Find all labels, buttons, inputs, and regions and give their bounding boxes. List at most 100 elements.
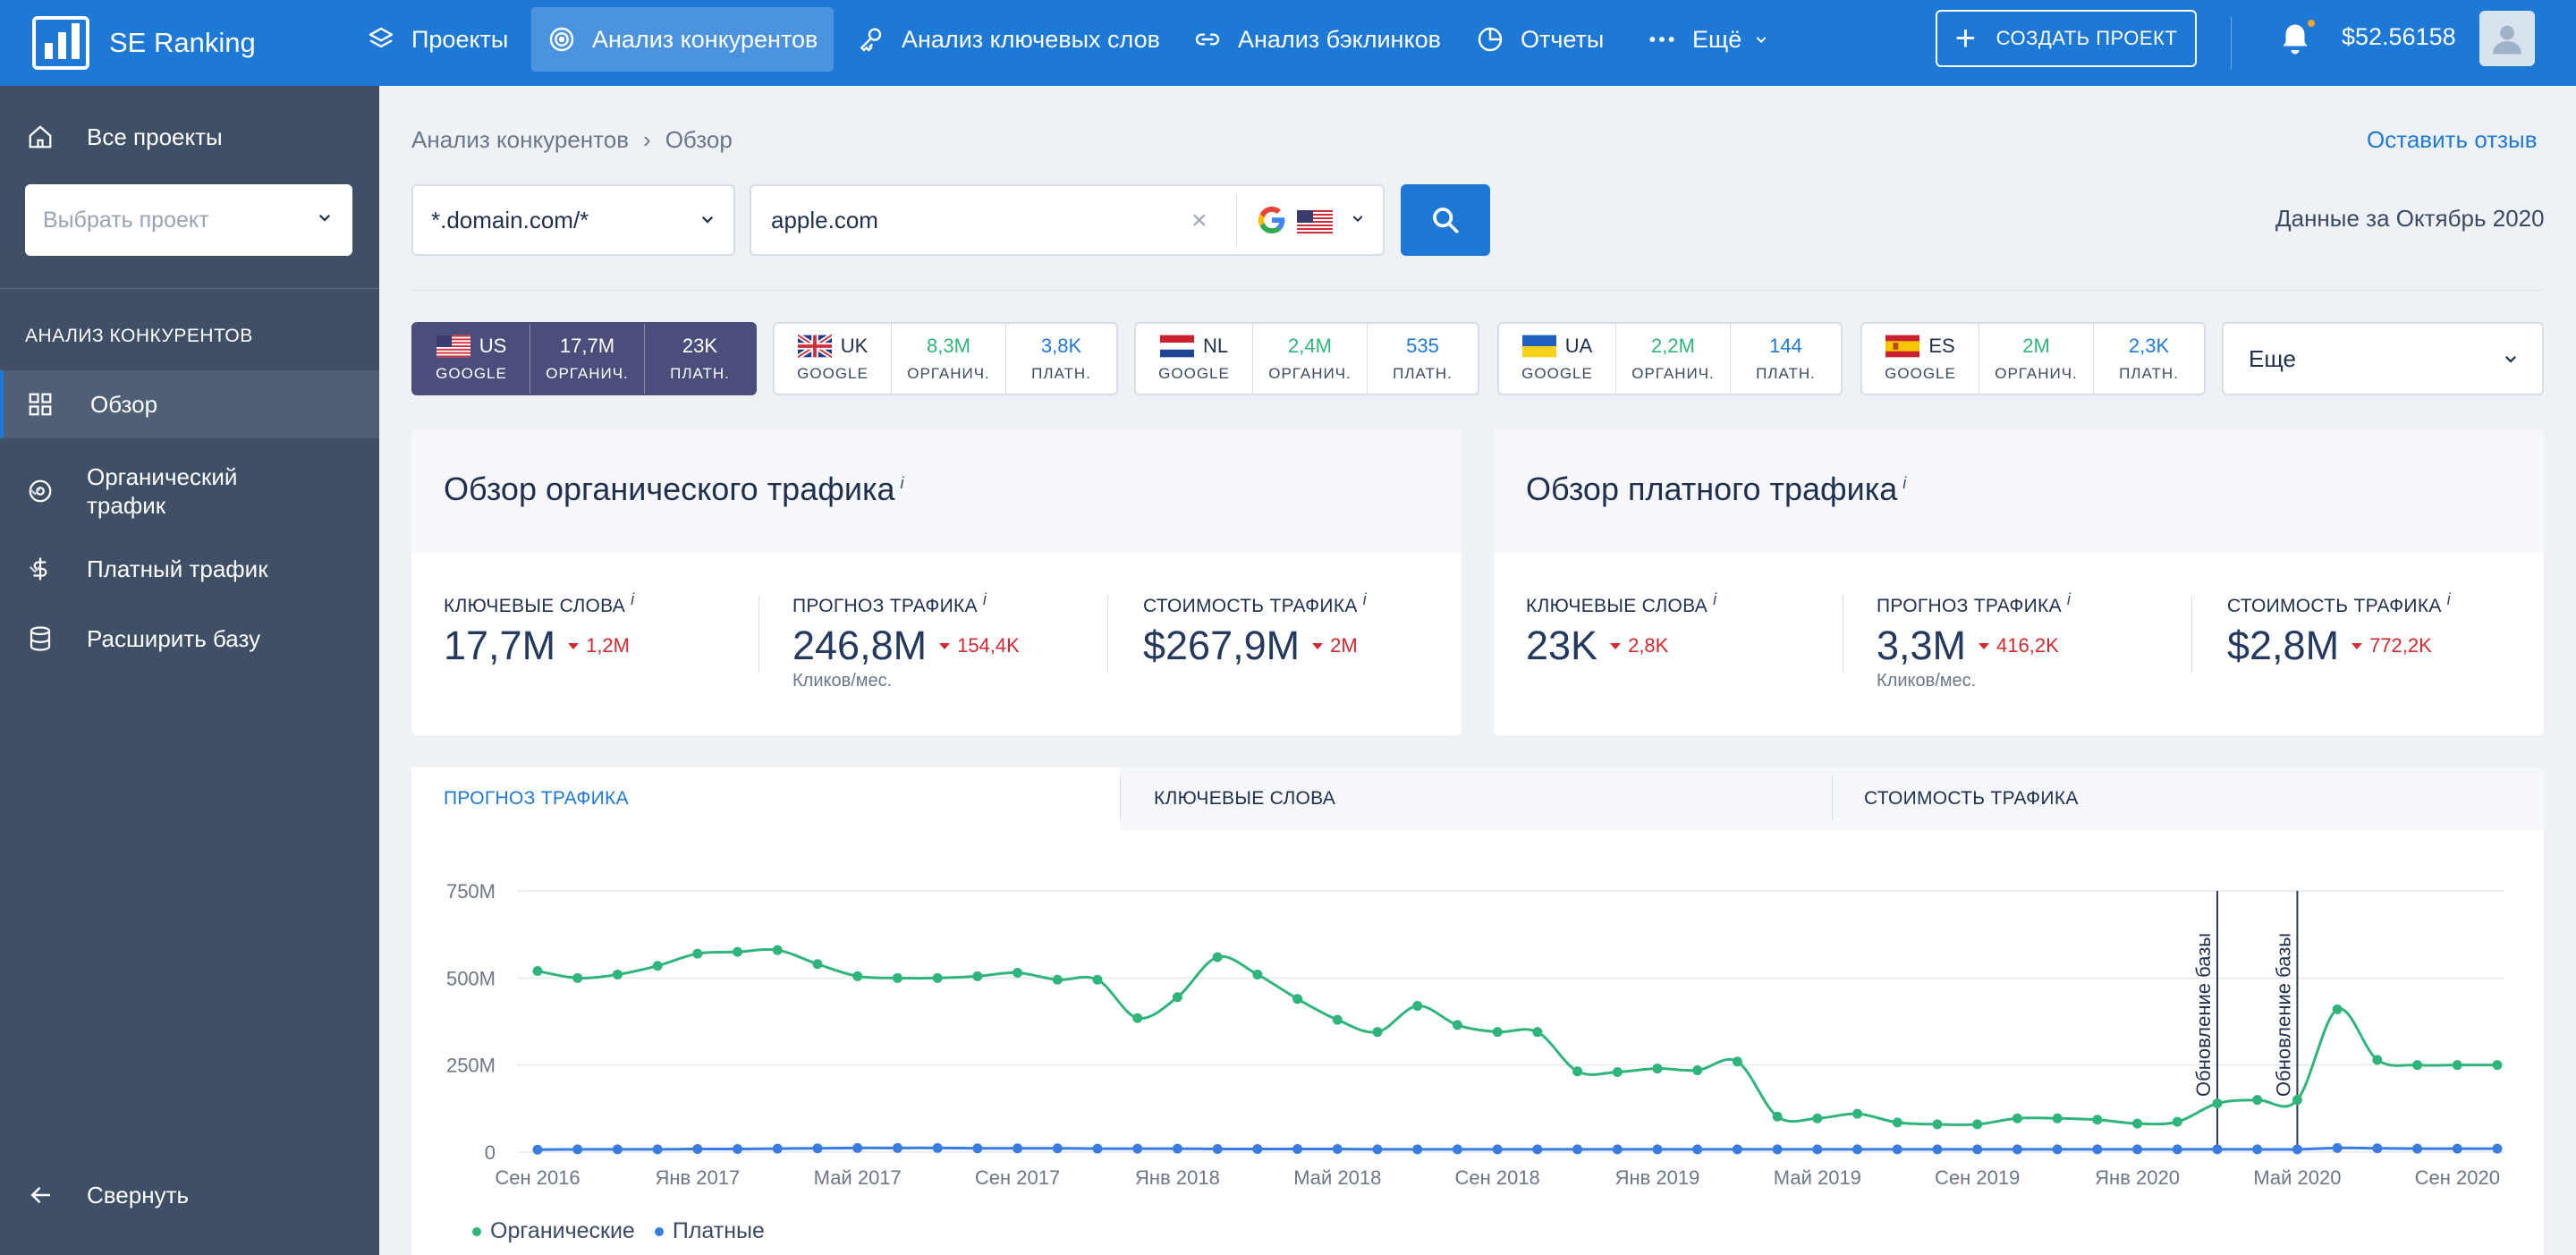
- sidebar-item-all-projects[interactable]: Все проекты: [0, 113, 379, 161]
- domain-search-input[interactable]: apple.com ×: [750, 184, 1385, 256]
- info-icon[interactable]: i: [2446, 590, 2451, 608]
- chevron-down-icon: [1756, 37, 1767, 44]
- organic-data-point: [1052, 974, 1063, 985]
- sidebar-item-label: Все проекты: [87, 123, 223, 150]
- organic-data-point: [1732, 1056, 1742, 1067]
- metric-value: $267,9M 2M: [1143, 623, 1358, 668]
- data-date-label: Данные за Октябрь 2020: [2275, 205, 2545, 232]
- organic-data-point: [772, 945, 783, 955]
- info-icon[interactable]: i: [1902, 474, 1907, 492]
- x-tick-label: Сен 2017: [975, 1166, 1060, 1189]
- organic-data-point: [532, 966, 543, 977]
- nav-label: Анализ бэклинков: [1238, 25, 1441, 53]
- x-tick-label: Сен 2016: [495, 1166, 580, 1189]
- info-icon[interactable]: i: [631, 590, 635, 608]
- country-tab-nl[interactable]: NL GOOGLE 2,4M ОРГАНИЧ. 535 ПЛАТН.: [1134, 322, 1479, 395]
- nav-projects[interactable]: Проекты: [351, 7, 524, 72]
- organic-data-point: [572, 972, 583, 983]
- metric-label: КЛЮЧЕВЫЕ СЛОВА i: [1526, 590, 1717, 616]
- app-logo[interactable]: SE Ranking: [32, 16, 256, 70]
- leave-feedback-link[interactable]: Оставить отзыв: [2367, 126, 2538, 153]
- paid-cell: 2,3K ПЛАТН.: [2093, 324, 2204, 394]
- info-icon[interactable]: i: [982, 590, 987, 608]
- uk-flag-icon: [797, 335, 832, 358]
- paid-data-point: [733, 1143, 743, 1154]
- paid-data-point: [2292, 1144, 2302, 1155]
- us-flag-icon[interactable]: [1297, 210, 1333, 233]
- country-tab-us[interactable]: US GOOGLE 17,7M ОРГАНИЧ. 23K ПЛАТН.: [411, 322, 757, 395]
- paid-data-point: [1692, 1144, 1703, 1155]
- create-project-button[interactable]: + СОЗДАТЬ ПРОЕКТ: [1936, 10, 2197, 67]
- nav-more[interactable]: Ещё: [1631, 7, 1784, 72]
- info-icon[interactable]: i: [900, 474, 904, 492]
- y-tick-label: 250M: [446, 1055, 496, 1077]
- card-title: Обзор органического трафика i: [444, 471, 904, 507]
- breadcrumb: Анализ конкурентов › Обзор: [411, 126, 733, 154]
- more-countries-label: Еще: [2249, 344, 2296, 372]
- nav-competitor-analysis[interactable]: Анализ конкурентов: [531, 7, 835, 72]
- country-tab-ua[interactable]: UA GOOGLE 2,2M ОРГАНИЧ. 144 ПЛАТН.: [1497, 322, 1843, 395]
- organic-data-point: [1332, 1014, 1343, 1025]
- tab-keywords[interactable]: КЛЮЧЕВЫЕ СЛОВА: [1154, 788, 1336, 809]
- chevron-down-icon[interactable]: [1351, 211, 1365, 225]
- country-code: UK: [797, 335, 868, 358]
- info-icon[interactable]: i: [1362, 590, 1367, 608]
- bell-icon[interactable]: [2279, 21, 2311, 57]
- country-tab-es[interactable]: ES GOOGLE 2M ОРГАНИЧ. 2,3K ПЛАТН.: [1860, 322, 2206, 395]
- legend-label: Органические: [490, 1218, 635, 1243]
- paid-label: ПЛАТН.: [1756, 365, 1816, 382]
- card-header: Обзор органического трафика i: [411, 429, 1462, 553]
- search-button[interactable]: [1401, 184, 1490, 256]
- info-icon[interactable]: i: [2066, 590, 2072, 608]
- google-icon[interactable]: [1256, 204, 1288, 236]
- breadcrumb-parent[interactable]: Анализ конкурентов: [411, 126, 630, 153]
- annotation-label: Обновление базы: [2272, 933, 2294, 1097]
- nav-backlink-analysis[interactable]: Анализ бэклинков: [1177, 7, 1457, 72]
- nav-reports[interactable]: Отчеты: [1460, 7, 1620, 72]
- x-tick-label: Сен 2018: [1454, 1166, 1539, 1189]
- sidebar-item-paid-traffic[interactable]: Платный трафик: [0, 546, 379, 592]
- chevron-down-icon: [701, 216, 714, 224]
- sidebar-item-overview[interactable]: Обзор: [0, 370, 379, 438]
- metric-delta: 154,4K: [939, 634, 1020, 657]
- x-tick-label: Янв 2018: [1135, 1166, 1220, 1189]
- sidebar-collapse-button[interactable]: Свернуть: [0, 1172, 379, 1218]
- organic-cell: 2,4M ОРГАНИЧ.: [1252, 324, 1367, 394]
- avatar[interactable]: [2479, 11, 2535, 66]
- target-icon: [549, 27, 574, 52]
- metric-unit: Кликов/мес.: [1877, 671, 1977, 691]
- x-tick-label: Сен 2019: [1935, 1166, 2020, 1189]
- divider: [2191, 596, 2192, 673]
- tab-traffic-cost[interactable]: СТОИМОСТЬ ТРАФИКА: [1864, 788, 2079, 809]
- organic-data-point: [2172, 1116, 2182, 1127]
- app-name: SE Ranking: [109, 27, 256, 58]
- nav-keyword-analysis[interactable]: Анализ ключевых слов: [841, 7, 1176, 72]
- country-tab-uk[interactable]: UK GOOGLE 8,3M ОРГАНИЧ. 3,8K ПЛАТН.: [773, 322, 1118, 395]
- sidebar-item-organic-traffic[interactable]: Органический трафик: [0, 451, 379, 531]
- project-select[interactable]: Выбрать проект: [25, 184, 352, 256]
- paid-data-point: [2212, 1144, 2223, 1155]
- info-icon[interactable]: i: [1713, 590, 1717, 608]
- organic-value: 8,3M: [927, 335, 970, 357]
- tab-traffic-forecast[interactable]: ПРОГНОЗ ТРАФИКА: [411, 767, 1120, 830]
- sidebar-item-expand-database[interactable]: Расширить базу: [0, 615, 379, 662]
- x-tick-label: Май 2017: [814, 1166, 902, 1189]
- paid-data-point: [812, 1143, 823, 1154]
- legend-item-paid[interactable]: Платные: [654, 1218, 765, 1244]
- y-tick-label: 0: [485, 1141, 496, 1164]
- clear-icon[interactable]: ×: [1191, 206, 1208, 235]
- paid-data-point: [1212, 1143, 1223, 1154]
- paid-data-point: [2332, 1142, 2343, 1153]
- paid-data-point: [2372, 1143, 2383, 1154]
- more-countries-select[interactable]: Еще: [2222, 322, 2544, 395]
- engine-label: GOOGLE: [1885, 365, 1956, 382]
- account-balance[interactable]: $52.56158: [2342, 23, 2456, 50]
- organic-data-point: [2452, 1060, 2462, 1071]
- paid-data-point: [2052, 1144, 2063, 1155]
- metric-traffic-forecast: ПРОГНОЗ ТРАФИКА i 3,3M 416,2K Кликов/мес.: [1877, 590, 2071, 691]
- logo-icon: [32, 16, 89, 70]
- layers-icon: [369, 27, 394, 48]
- legend-item-organic[interactable]: Органические: [472, 1218, 635, 1244]
- nav-label: Проекты: [411, 25, 509, 53]
- domain-mode-select[interactable]: *.domain.com/*: [411, 184, 735, 256]
